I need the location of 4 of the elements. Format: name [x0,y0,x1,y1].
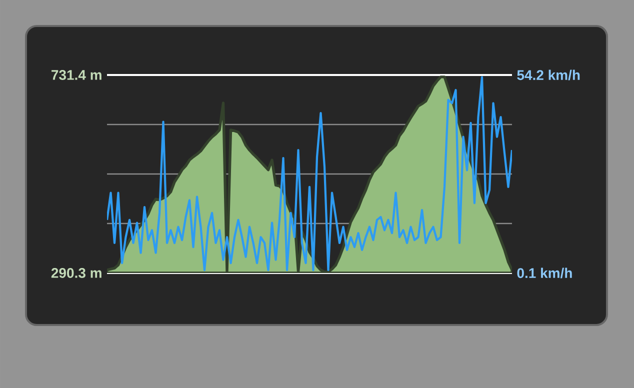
y-tick-label: 290.3 m [51,268,102,278]
y2-tick-label: 54.2 km/h [517,70,580,80]
y2-tick-label: 0.1 km/h [517,268,572,278]
y-tick-label: 731.4 m [52,70,102,80]
